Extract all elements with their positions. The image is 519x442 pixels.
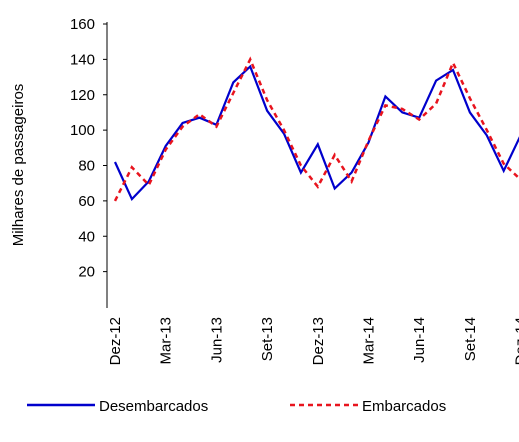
y-tick-label: 100 [70,122,95,139]
y-tick-label: 160 [70,16,95,33]
series-line [113,64,519,202]
series-line [113,56,519,202]
x-tick-label: Mar-14 [361,317,378,365]
x-tick-label: Mar-13 [158,317,175,365]
y-tick-label: 40 [78,228,95,245]
legend-label: Embarcados [362,398,446,415]
x-tick-label: Set-13 [259,317,276,361]
y-tick-label: 80 [78,158,95,175]
x-tick-label: Set-14 [462,317,479,361]
y-axis-label: Milhares de passageiros [10,84,27,247]
x-tick-label: Dez-12 [107,317,124,365]
y-tick-label: 60 [78,193,95,210]
legend-label: Desembarcados [99,398,208,415]
x-tick-label: Jun-14 [411,317,428,363]
y-tick-label: 140 [70,51,95,68]
x-tick-label: Dez-14 [513,317,519,365]
x-tick-label: Jun-13 [208,317,225,363]
y-tick-label: 20 [78,264,95,281]
x-tick-label: Dez-13 [310,317,327,365]
y-tick-label: 120 [70,87,95,104]
